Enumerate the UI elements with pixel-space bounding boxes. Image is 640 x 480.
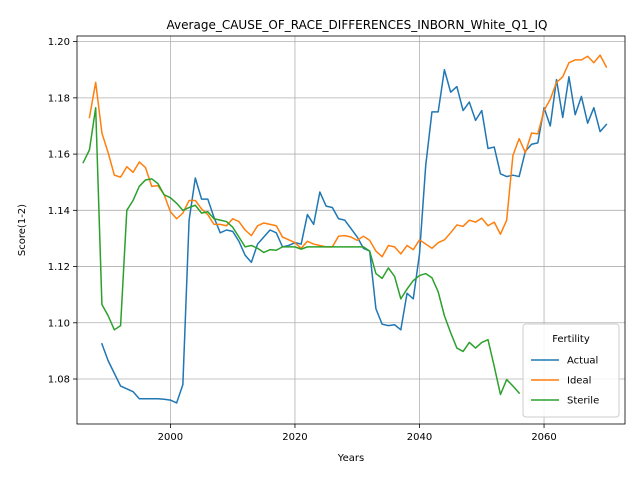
y-axis: 1.08 1.10 1.12 1.14 1.16 1.18 1.20: [48, 37, 77, 386]
y-axis-label: Score(1-2): [17, 204, 28, 256]
legend-label-sterile: Sterile: [567, 396, 599, 407]
y-tick-label: 1.18: [48, 93, 70, 104]
legend: Fertility Actual Ideal Sterile: [522, 323, 620, 418]
grid-lines: [77, 36, 625, 424]
x-tick-label: 2060: [531, 432, 556, 443]
series-line-actual: [100, 68, 608, 404]
plot-frame: [76, 35, 626, 425]
series-line-ideal: [88, 54, 608, 258]
x-tick-label: 2040: [407, 432, 432, 443]
x-axis-label: Years: [337, 453, 364, 464]
y-tick-label: 1.08: [48, 375, 70, 386]
y-tick-label: 1.20: [48, 37, 70, 48]
legend-label-ideal: Ideal: [567, 376, 591, 387]
legend-title: Fertility: [552, 334, 590, 345]
x-tick-label: 2020: [282, 432, 307, 443]
series-line-sterile: [82, 106, 521, 396]
chart-title: Average_CAUSE_OF_RACE_DIFFERENCES_INBORN…: [167, 18, 548, 32]
y-tick-label: 1.16: [48, 150, 70, 161]
legend-box: [522, 323, 620, 418]
x-tick-label: 2000: [158, 432, 183, 443]
x-axis: 2000 2020 2040 2060: [158, 424, 557, 443]
y-tick-label: 1.12: [48, 262, 70, 273]
y-tick-label: 1.10: [48, 318, 70, 329]
plot-area: [82, 54, 608, 404]
y-tick-label: 1.14: [48, 206, 70, 217]
legend-label-actual: Actual: [567, 356, 598, 367]
